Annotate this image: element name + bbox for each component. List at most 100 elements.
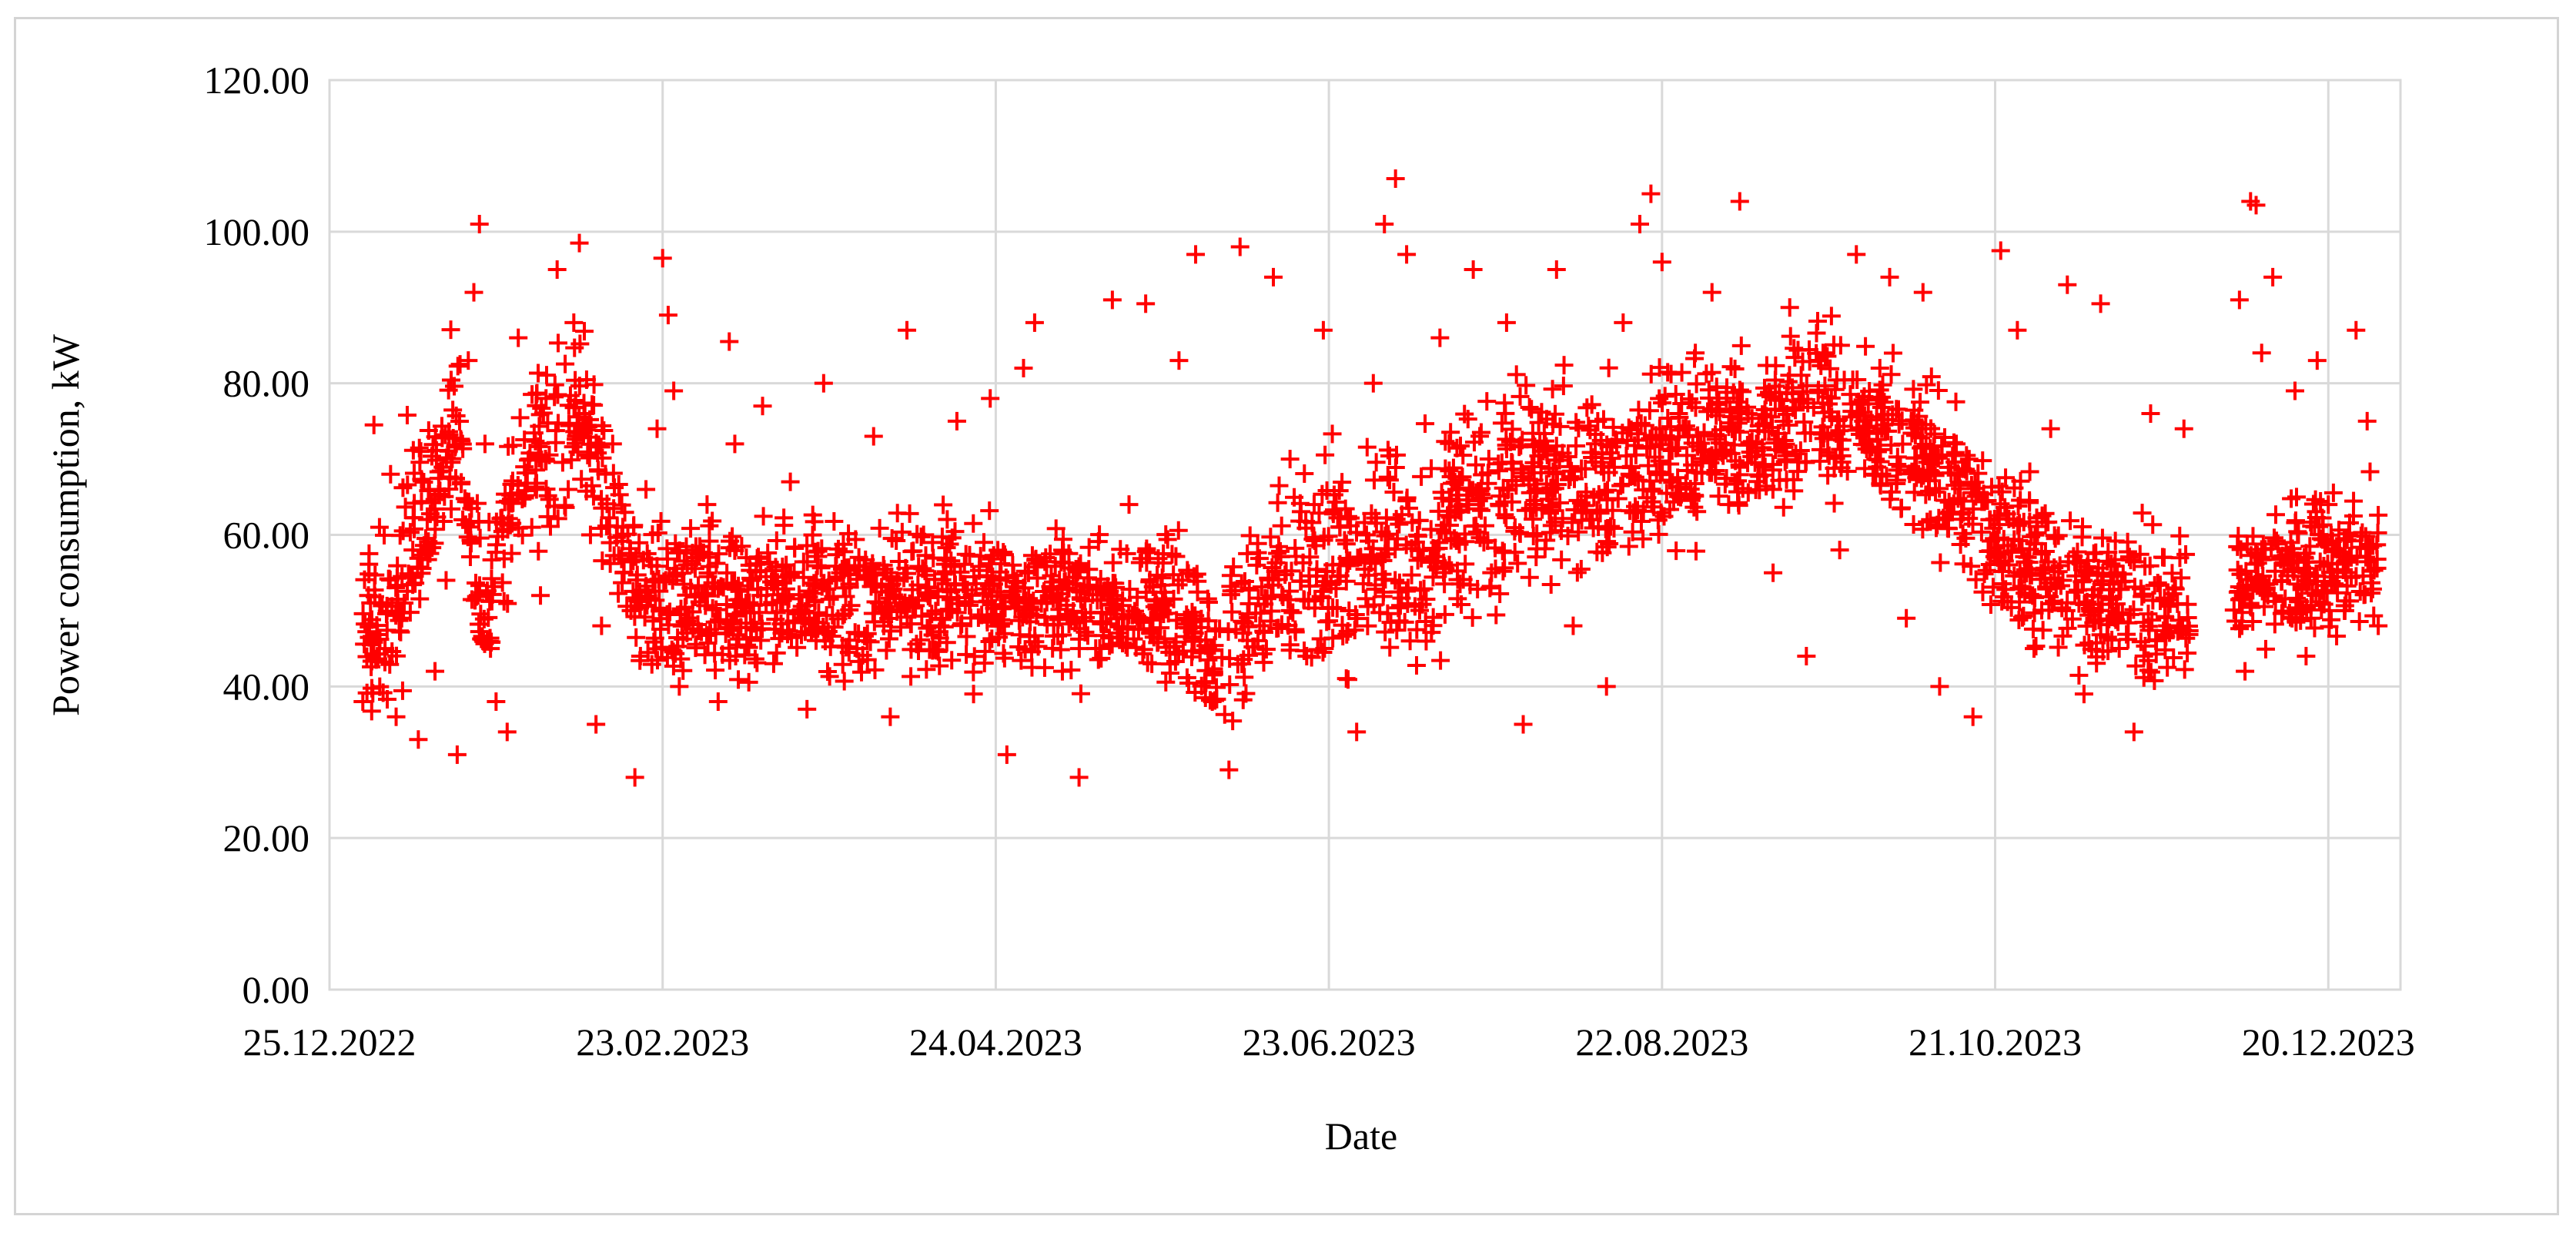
data-point xyxy=(2061,511,2080,531)
data-point xyxy=(1757,356,1776,375)
data-point xyxy=(1111,540,1130,559)
data-point xyxy=(559,396,578,415)
data-point xyxy=(548,333,567,353)
data-point xyxy=(1450,575,1470,594)
data-point xyxy=(355,570,374,589)
data-point xyxy=(1367,453,1386,472)
gridlines xyxy=(328,79,2402,991)
data-point xyxy=(725,434,744,454)
data-point xyxy=(1524,527,1543,546)
y-tick-label: 80.00 xyxy=(223,362,310,405)
data-point xyxy=(888,504,907,523)
data-point xyxy=(1614,313,1633,332)
data-point xyxy=(2263,267,2283,286)
data-point xyxy=(1719,495,1738,514)
data-point xyxy=(2087,654,2106,673)
data-point xyxy=(1357,437,1377,457)
data-point xyxy=(1652,253,1671,272)
data-point xyxy=(537,366,556,385)
data-point xyxy=(1552,550,1571,569)
data-point xyxy=(1179,608,1198,628)
data-point xyxy=(1764,563,1783,582)
data-point xyxy=(2347,320,2366,340)
data-point xyxy=(1543,496,1562,515)
data-point xyxy=(912,527,931,546)
data-point xyxy=(835,672,854,691)
data-point xyxy=(1235,668,1254,687)
data-point xyxy=(942,651,962,670)
data-point xyxy=(1721,357,1741,377)
data-point xyxy=(1601,517,1620,536)
data-point xyxy=(767,531,786,551)
data-point xyxy=(553,453,572,472)
data-point xyxy=(852,662,871,682)
data-point xyxy=(2266,505,2285,524)
data-point xyxy=(1964,499,1983,518)
data-point xyxy=(386,707,406,726)
data-point xyxy=(1595,482,1614,501)
data-point xyxy=(1577,398,1597,417)
data-point xyxy=(964,514,983,533)
data-point xyxy=(1169,521,1188,540)
data-point xyxy=(1270,476,1289,495)
data-point xyxy=(934,495,953,514)
data-point xyxy=(1535,539,1554,558)
data-point xyxy=(1347,722,1367,742)
data-point xyxy=(578,445,597,464)
data-point xyxy=(545,387,564,407)
data-point xyxy=(1264,267,1283,286)
data-point xyxy=(362,678,381,698)
data-point xyxy=(718,563,737,582)
data-point xyxy=(2009,610,2029,629)
data-point xyxy=(1103,553,1122,572)
data-point xyxy=(2257,639,2276,658)
data-point xyxy=(2307,351,2327,370)
data-point xyxy=(2286,513,2305,532)
data-point xyxy=(1494,543,1514,562)
y-tick-label: 60.00 xyxy=(223,514,310,557)
data-point xyxy=(2360,462,2380,481)
data-point xyxy=(1963,707,1982,726)
data-point xyxy=(2344,491,2364,511)
data-point xyxy=(1821,359,1840,378)
data-point xyxy=(703,511,722,531)
data-point xyxy=(1702,283,1721,302)
data-point xyxy=(2068,542,2087,561)
x-tick-label: 25.12.2022 xyxy=(243,1020,417,1064)
data-point xyxy=(587,715,606,734)
data-point xyxy=(1650,451,1669,471)
data-point xyxy=(1880,267,1899,286)
data-point xyxy=(1261,528,1280,547)
data-point xyxy=(1916,485,1935,504)
data-point xyxy=(1554,356,1574,375)
data-point xyxy=(1272,516,1291,535)
data-point xyxy=(1983,578,2002,597)
data-point xyxy=(1913,283,1932,302)
data-point xyxy=(1564,616,1583,635)
data-point xyxy=(657,549,677,568)
data-point xyxy=(1931,553,1950,572)
data-point xyxy=(877,641,896,660)
data-point xyxy=(487,692,506,712)
data-point xyxy=(1661,364,1681,384)
data-point xyxy=(1871,440,1890,459)
x-tick-label: 24.04.2023 xyxy=(909,1020,1082,1064)
data-point xyxy=(1569,522,1588,541)
data-point xyxy=(1363,374,1383,393)
data-point xyxy=(625,768,644,787)
data-point xyxy=(1514,715,1533,734)
data-point xyxy=(1320,611,1339,631)
data-point xyxy=(909,557,928,576)
data-point xyxy=(881,707,900,726)
data-point xyxy=(1527,548,1546,567)
data-point xyxy=(1407,655,1426,675)
data-point xyxy=(1421,520,1440,539)
x-tick-label: 22.08.2023 xyxy=(1575,1020,1748,1064)
data-point xyxy=(803,525,822,544)
data-point xyxy=(2178,608,2197,627)
data-point xyxy=(559,480,578,499)
data-point xyxy=(427,451,446,470)
data-point xyxy=(1487,605,1506,625)
data-point xyxy=(1962,557,1981,576)
data-point xyxy=(1482,563,1501,582)
